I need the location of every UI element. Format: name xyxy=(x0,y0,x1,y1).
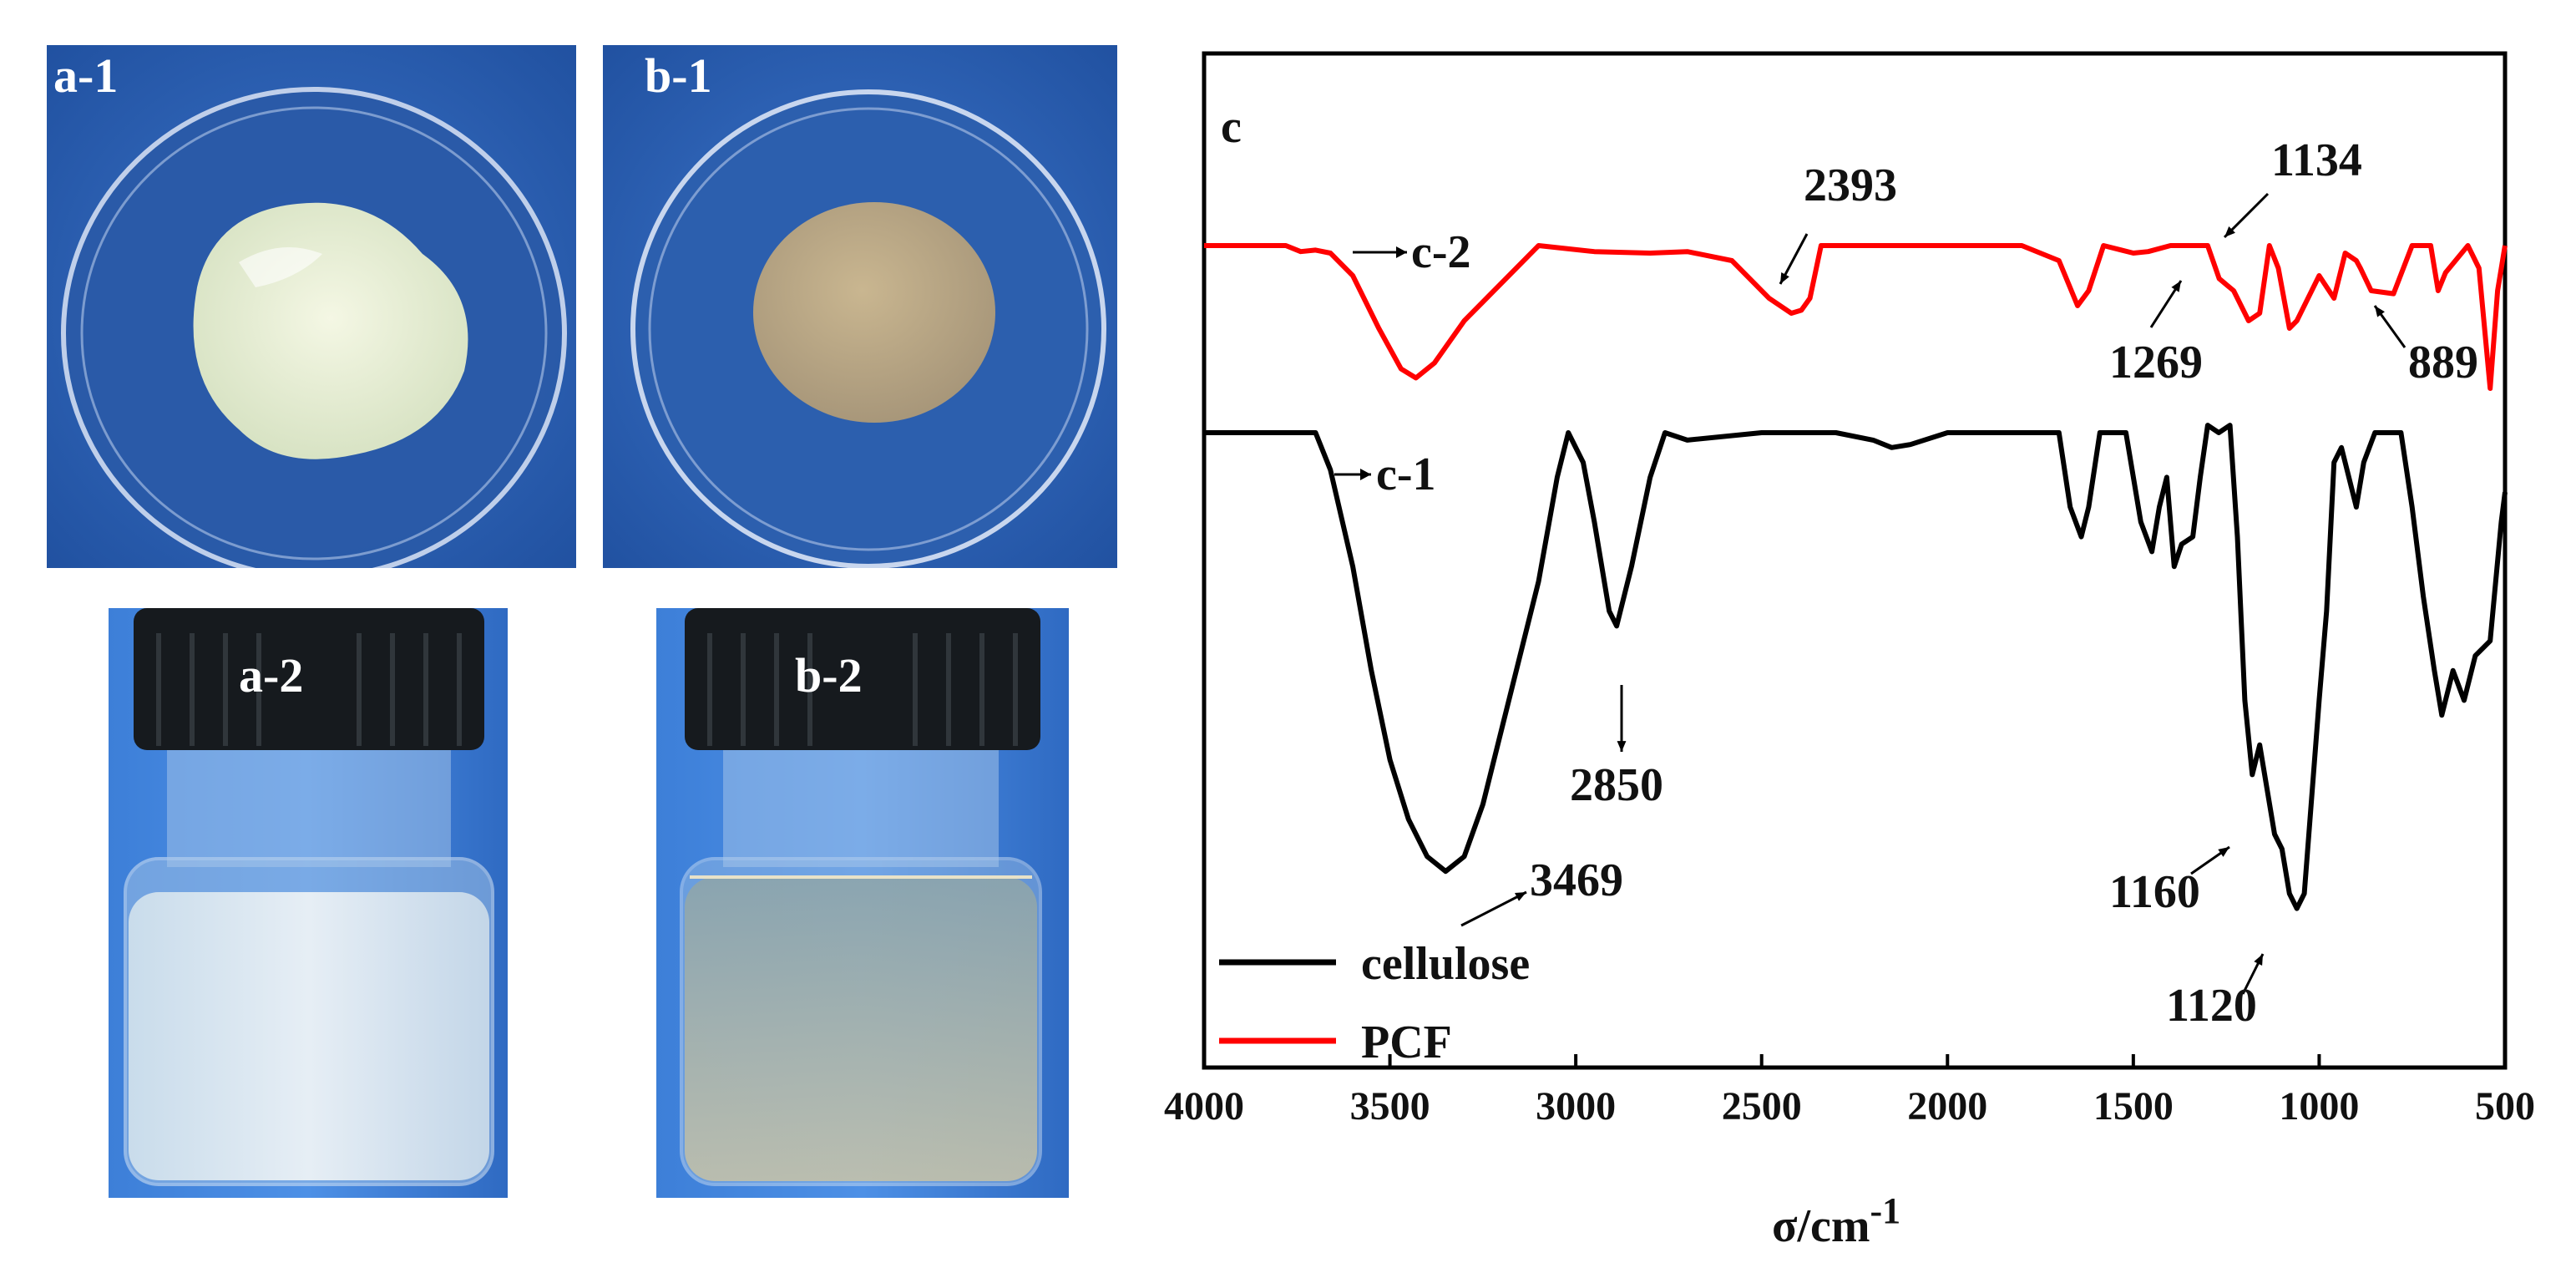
annotation-2393: 2393 xyxy=(1779,160,1897,285)
x-tick-label: 1500 xyxy=(2093,1084,2174,1129)
photo-a1: a-1 xyxy=(47,45,576,568)
photo-label-b2: b-2 xyxy=(795,648,863,702)
photo-label-b1: b-1 xyxy=(645,48,712,103)
svg-text:3469: 3469 xyxy=(1530,855,1623,906)
annotations-group: 2393 1134 1269 889 2850 3469 1160 1120 xyxy=(1460,134,2478,1032)
photo-label-a1: a-1 xyxy=(53,48,118,103)
svg-text:1120: 1120 xyxy=(2166,980,2257,1032)
x-axis-label: σ/cm-1 xyxy=(1772,1190,1900,1252)
x-axis: 4000 3500 3000 2500 2000 1500 1000 500 xyxy=(1164,1054,2535,1129)
photo-label-a2: a-2 xyxy=(239,648,303,702)
x-tick-label: 3000 xyxy=(1536,1084,1616,1129)
series-line-pcf xyxy=(1204,243,2508,391)
svg-text:2393: 2393 xyxy=(1804,160,1897,211)
x-tick-label: 3500 xyxy=(1350,1084,1430,1129)
photo-a2: a-2 xyxy=(109,608,508,1198)
svg-text:c-2: c-2 xyxy=(1411,226,1471,278)
x-tick-label: 2500 xyxy=(1722,1084,1802,1129)
svg-text:1134: 1134 xyxy=(2271,134,2362,186)
annotation-1120: 1120 xyxy=(2166,953,2265,1032)
x-tick-label: 500 xyxy=(2475,1084,2535,1129)
svg-text:1160: 1160 xyxy=(2109,866,2200,918)
svg-text:c-1: c-1 xyxy=(1376,449,1436,500)
legend: cellulose PCF xyxy=(1219,938,1530,1068)
legend-label-pcf: PCF xyxy=(1361,1017,1452,1068)
annotation-1160: 1160 xyxy=(2109,845,2230,918)
series-group xyxy=(1204,243,2508,911)
panel-label-c: c xyxy=(1221,101,1242,153)
legend-label-cellulose: cellulose xyxy=(1361,938,1530,990)
x-tick-label: 4000 xyxy=(1164,1084,1244,1129)
ftir-chart: c 4000 3500 3000 2500 2000 1500 1000 500 2393 11… xyxy=(1164,51,2535,1252)
x-tick-label: 1000 xyxy=(2279,1084,2359,1129)
x-tick-label: 2000 xyxy=(1907,1084,1987,1129)
annotation-889: 889 xyxy=(2373,305,2478,388)
photo-b2: b-2 xyxy=(656,608,1069,1198)
photo-b1: b-1 xyxy=(603,45,1117,568)
plot-frame xyxy=(1202,51,2508,1070)
series-line-cellulose xyxy=(1204,423,2508,911)
curve-tag-c1: c-1 xyxy=(1334,449,1436,500)
annotation-2850: 2850 xyxy=(1570,685,1663,811)
svg-text:1269: 1269 xyxy=(2109,337,2203,388)
annotation-1269: 1269 xyxy=(2109,280,2203,388)
svg-text:889: 889 xyxy=(2408,337,2478,388)
svg-text:2850: 2850 xyxy=(1570,759,1663,811)
annotation-3469: 3469 xyxy=(1460,855,1623,927)
annotation-1134: 1134 xyxy=(2223,134,2362,239)
curve-tag-c2: c-2 xyxy=(1353,226,1471,278)
